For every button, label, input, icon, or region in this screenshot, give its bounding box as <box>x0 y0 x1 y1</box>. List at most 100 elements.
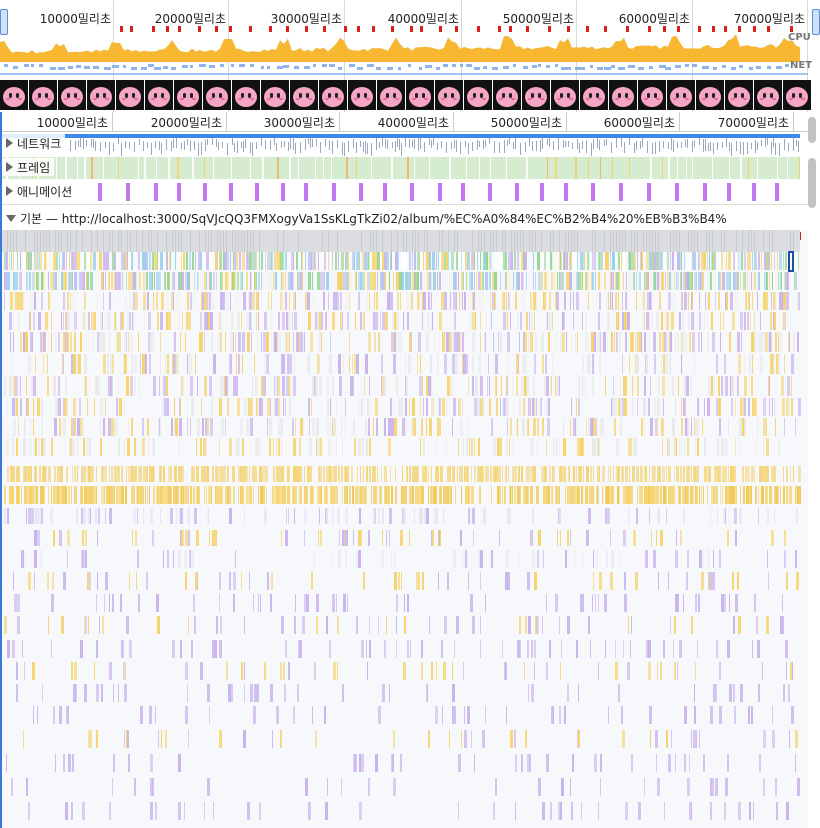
network-request <box>387 140 388 149</box>
screenshot-thumbnail[interactable] <box>551 80 579 110</box>
pink-round-face-icon <box>612 87 634 107</box>
selected-event-box[interactable] <box>788 251 794 272</box>
frames-track[interactable]: 프레임 <box>0 156 808 181</box>
collapse-arrow-icon[interactable] <box>6 214 16 222</box>
main-thread-flame-chart[interactable] <box>0 230 808 828</box>
screenshot-thumbnail[interactable] <box>754 80 782 110</box>
flame-event <box>798 292 800 310</box>
main-thread-track[interactable]: 기본 — http://localhost:3000/SqVJcQQ3FMXog… <box>0 206 808 229</box>
flame-event <box>78 354 81 374</box>
flame-event <box>236 438 238 456</box>
screenshot-thumbnail[interactable] <box>377 80 405 110</box>
expand-arrow-icon[interactable] <box>6 186 13 196</box>
expand-arrow-icon[interactable] <box>6 138 13 148</box>
screenshot-thumbnail[interactable] <box>406 80 434 110</box>
flame-event <box>658 376 660 396</box>
screenshot-thumbnail[interactable] <box>0 80 28 110</box>
flame-event <box>6 252 8 270</box>
flame-event <box>18 292 19 310</box>
flame-event <box>17 252 18 270</box>
screenshot-thumbnail[interactable] <box>609 80 637 110</box>
flame-event <box>599 572 602 590</box>
network-request <box>78 140 79 147</box>
screenshot-thumbnail[interactable] <box>116 80 144 110</box>
screenshot-thumbnail[interactable] <box>58 80 86 110</box>
screenshot-thumbnail[interactable] <box>348 80 376 110</box>
screenshot-thumbnail[interactable] <box>638 80 666 110</box>
flame-event <box>320 272 323 290</box>
screenshot-thumbnail[interactable] <box>696 80 724 110</box>
flame-event <box>215 252 216 270</box>
screenshot-thumbnail[interactable] <box>725 80 753 110</box>
flame-event <box>772 706 773 724</box>
flame-event <box>139 272 141 290</box>
screenshot-thumbnail[interactable] <box>261 80 289 110</box>
flame-event <box>768 466 769 482</box>
network-track[interactable]: 네트워크 <box>0 132 808 157</box>
flame-event <box>286 292 287 310</box>
screenshot-thumbnail[interactable] <box>174 80 202 110</box>
screenshot-thumbnail[interactable] <box>522 80 550 110</box>
flame-event <box>326 486 328 504</box>
animation-bar <box>332 183 336 201</box>
flame-event <box>596 550 598 568</box>
flame-event <box>21 486 22 504</box>
network-request <box>647 141 648 153</box>
network-track-header[interactable]: 네트워크 <box>2 134 66 152</box>
screenshot-thumbnail[interactable] <box>87 80 115 110</box>
screenshot-thumbnail[interactable] <box>464 80 492 110</box>
flame-event <box>531 684 534 702</box>
flame-event <box>774 508 775 524</box>
flame-event <box>729 272 731 290</box>
screenshot-thumbnail[interactable] <box>290 80 318 110</box>
timeline-overview[interactable]: 10000밀리초 20000밀리초 30000밀리초 40000밀리초 50000밀리초… <box>0 0 820 112</box>
screenshot-filmstrip[interactable] <box>0 80 820 112</box>
system-task-bar <box>238 230 239 252</box>
flame-event <box>672 252 674 270</box>
flame-event <box>194 272 195 290</box>
animations-track-header[interactable]: 애니메이션 <box>2 182 77 200</box>
main-track-header[interactable]: 기본 — http://localhost:3000/SqVJcQQ3FMXog… <box>2 209 731 227</box>
flame-event <box>422 312 423 330</box>
flame-event <box>417 252 420 270</box>
screenshot-thumbnail[interactable] <box>580 80 608 110</box>
screenshot-thumbnail[interactable] <box>203 80 231 110</box>
screenshot-thumbnail[interactable] <box>783 80 811 110</box>
frames-track-header[interactable]: 프레임 <box>2 158 55 176</box>
animations-track[interactable]: 애니메이션 <box>0 180 808 205</box>
flame-scrollbar-thumb[interactable] <box>808 158 816 208</box>
network-request <box>441 141 442 148</box>
flame-event <box>50 508 53 524</box>
flame-event <box>452 662 453 680</box>
network-request <box>207 139 208 145</box>
flame-event <box>765 466 768 482</box>
screenshot-thumbnail[interactable] <box>145 80 173 110</box>
flame-event <box>540 398 542 416</box>
flame-event <box>71 802 73 820</box>
flame-event <box>363 486 366 504</box>
flame-event <box>485 594 486 612</box>
flame-event <box>608 466 609 482</box>
range-handle-right[interactable] <box>812 9 820 35</box>
flame-event <box>308 252 311 270</box>
long-task-marker <box>663 26 666 32</box>
screenshot-thumbnail[interactable] <box>435 80 463 110</box>
flame-event <box>529 312 530 330</box>
flame-event <box>518 466 520 482</box>
screenshot-thumbnail[interactable] <box>493 80 521 110</box>
expand-arrow-icon[interactable] <box>6 162 13 172</box>
screenshot-thumbnail[interactable] <box>29 80 57 110</box>
flame-event <box>619 332 621 352</box>
network-request <box>184 141 185 150</box>
range-handle-left[interactable] <box>0 9 8 35</box>
flame-event <box>674 662 676 680</box>
screenshot-thumbnail[interactable] <box>667 80 695 110</box>
flame-event <box>24 662 25 680</box>
flame-event <box>533 376 535 396</box>
flame-event <box>657 486 659 504</box>
screenshot-thumbnail[interactable] <box>232 80 260 110</box>
long-task-marker <box>498 26 501 32</box>
track-scrollbar-thumb[interactable] <box>808 117 816 143</box>
screenshot-thumbnail[interactable] <box>319 80 347 110</box>
flame-event <box>305 778 308 796</box>
